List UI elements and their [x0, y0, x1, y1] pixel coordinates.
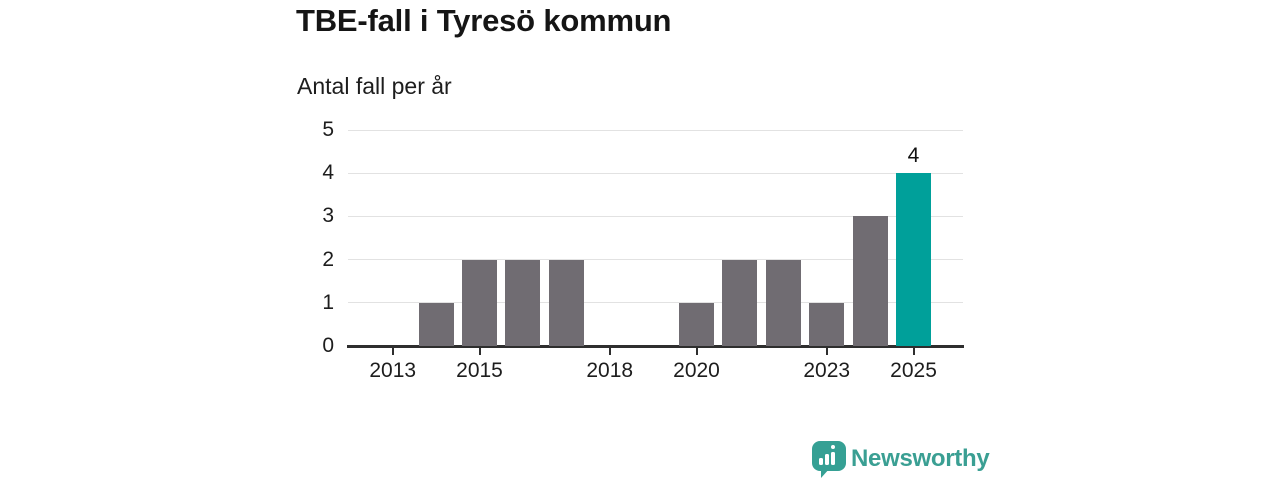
bar-2016: [505, 259, 541, 346]
gridline: [348, 215, 963, 217]
gridline: [348, 259, 963, 261]
bar-2025: [896, 173, 932, 346]
gridline: [348, 172, 963, 174]
x-axis-tick: [391, 347, 394, 355]
x-axis-label: 2018: [586, 359, 634, 382]
y-axis-label: 2: [322, 247, 334, 271]
x-axis-tick: [912, 347, 915, 355]
bar-value-label: 4: [907, 144, 920, 168]
bar-2014: [418, 302, 454, 346]
x-axis-label: 2015: [456, 359, 503, 382]
y-axis-label: 5: [322, 118, 334, 141]
x-axis-label: 2023: [803, 359, 851, 382]
x-axis-label: 2025: [890, 359, 937, 382]
bar-2024: [852, 216, 888, 346]
x-axis-label: 2020: [673, 359, 720, 382]
bar-2017: [548, 259, 584, 346]
chart-subtitle: Antal fall per år: [297, 73, 452, 99]
bar-2021: [722, 259, 758, 346]
y-axis-label: 4: [322, 161, 334, 185]
logo-chart-bar: [825, 454, 829, 465]
logo-exclamation-dot: [831, 445, 835, 449]
newsworthy-brand-text: Newsworthy: [851, 445, 990, 472]
chart-title: TBE-fall i Tyresö kommun: [296, 3, 672, 38]
newsworthy-logo-icon: [812, 441, 846, 479]
x-axis-tick: [478, 347, 481, 355]
bar-2022: [765, 259, 801, 346]
speech-bubble-tail: [821, 468, 830, 478]
bar-2023: [809, 302, 845, 346]
logo-chart-bar: [819, 458, 823, 465]
y-axis-label: 3: [322, 204, 334, 228]
x-axis-label: 2013: [369, 359, 417, 382]
y-axis-label: 1: [322, 290, 334, 314]
x-axis-tick: [825, 347, 828, 355]
axis-baseline: [347, 344, 964, 348]
x-axis-tick: [608, 347, 611, 355]
y-axis-label: 0: [322, 334, 334, 357]
gridline: [348, 302, 963, 304]
bar-2015: [462, 259, 497, 346]
bar-2020: [679, 302, 714, 346]
x-axis-tick: [695, 347, 698, 355]
logo-chart-bar: [831, 452, 835, 465]
gridline: [348, 129, 963, 131]
speech-bubble-shape: [812, 441, 846, 471]
